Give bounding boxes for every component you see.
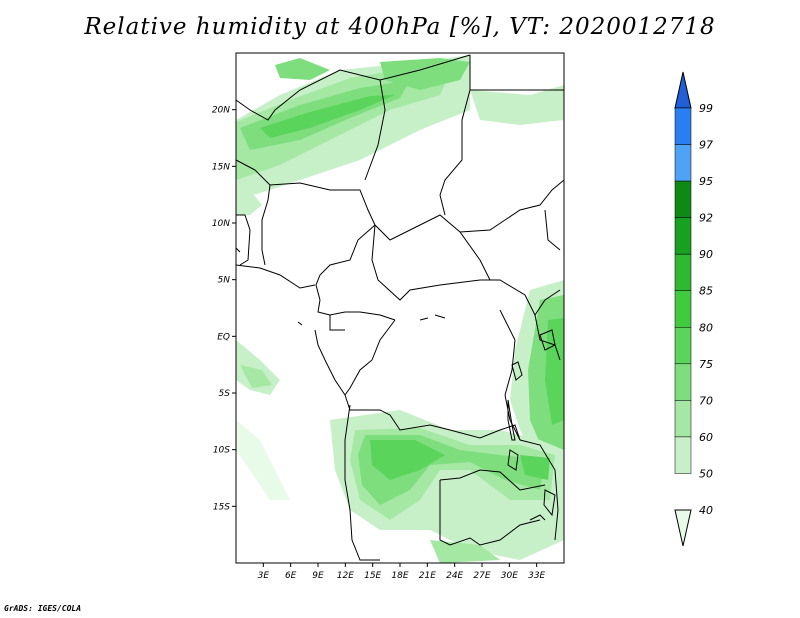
lat-tick-label: 20N: [212, 106, 230, 116]
lat-tick-label: 15N: [212, 162, 230, 172]
colorbar-level-label: 60: [699, 431, 713, 444]
colorbar-segment: [674, 180, 692, 218]
colorbar-segment: [674, 436, 692, 474]
colorbar-segment: [674, 253, 692, 291]
lat-tick-label: EQ: [217, 332, 230, 342]
lat-tick-label: 10N: [212, 219, 230, 229]
colorbar-level-label: 40: [699, 504, 713, 517]
colorbar-segment: [674, 71, 692, 109]
chart-title: Relative humidity at 400hPa [%], VT: 202…: [84, 14, 716, 40]
colorbar-segment: [674, 400, 692, 438]
colorbar-level-label: 95: [699, 175, 713, 188]
colorbar-segment: [674, 509, 692, 547]
lon-tick-label: 6E: [285, 571, 297, 581]
colorbar-level-label: 85: [699, 285, 713, 298]
lon-tick-label: 30E: [501, 571, 518, 581]
colorbar-level-label: 75: [699, 358, 713, 371]
lon-tick-label: 12E: [337, 571, 354, 581]
footer-credit: GrADS: IGES/COLA: [4, 604, 82, 613]
colorbar-level-label: 92: [699, 212, 713, 225]
lon-tick-label: 3E: [258, 571, 270, 581]
colorbar-segment: [674, 363, 692, 401]
colorbar-level-label: 90: [699, 248, 713, 261]
colorbar-segment: [674, 144, 692, 182]
lon-tick-label: 24E: [446, 571, 463, 581]
colorbar-segment: [674, 327, 692, 365]
colorbar: 99 97 95 92 90 85 80 75 70 60 50 40: [674, 71, 713, 547]
longitude-axis: 3E 6E 9E 12E 15E 18E 21E 24E 27E 30E 33E: [258, 563, 546, 581]
lat-tick-label: 15S: [213, 502, 230, 512]
colorbar-level-label: 97: [699, 139, 713, 152]
lon-tick-label: 18E: [391, 571, 408, 581]
lat-tick-label: 5S: [219, 389, 231, 399]
colorbar-segment: [674, 107, 692, 145]
colorbar-segment: [674, 217, 692, 255]
humidity-shading: [236, 55, 564, 563]
lon-tick-label: 27E: [473, 571, 490, 581]
colorbar-level-label: 99: [699, 102, 713, 115]
lakes: [297, 314, 556, 521]
colorbar-level-label: 50: [699, 467, 713, 480]
lon-tick-label: 9E: [312, 571, 324, 581]
lat-tick-label: 5N: [218, 276, 231, 286]
country-boundaries: [236, 54, 564, 561]
colorbar-level-label: 80: [699, 321, 713, 334]
latitude-axis: 20N 15N 10N 5N EQ 5S 10S 15S: [212, 106, 236, 512]
lon-tick-label: 21E: [419, 571, 436, 581]
colorbar-segment: [674, 290, 692, 328]
lon-tick-label: 15E: [364, 571, 381, 581]
lon-tick-label: 33E: [528, 571, 545, 581]
lat-tick-label: 10S: [213, 446, 230, 456]
colorbar-level-label: 70: [699, 394, 713, 407]
